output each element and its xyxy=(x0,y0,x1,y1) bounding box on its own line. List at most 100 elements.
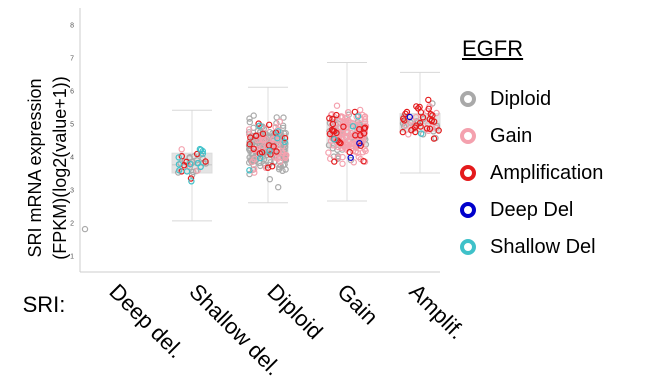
data-point xyxy=(250,161,257,169)
data-point xyxy=(349,123,357,130)
data-point xyxy=(344,132,351,140)
data-point xyxy=(202,158,209,165)
x-tick-label: Gain xyxy=(332,279,383,330)
data-point xyxy=(336,138,343,146)
y-tick-label: 4 xyxy=(70,155,74,162)
data-point xyxy=(339,160,346,167)
data-point xyxy=(327,155,334,162)
data-point xyxy=(274,134,281,142)
data-point xyxy=(345,108,352,116)
data-point xyxy=(340,123,347,130)
legend-label: Deep Del xyxy=(490,198,574,221)
data-point xyxy=(276,118,283,125)
y-tick-label: 8 xyxy=(70,23,74,30)
data-point xyxy=(356,139,363,147)
y-axis-label-line2: (FPKM)(log2(value+1)) xyxy=(50,76,70,260)
data-point xyxy=(279,122,287,129)
x-tick-labels: Deep del.Shallow del.Diploid Gain Amplif. xyxy=(104,279,469,381)
data-point xyxy=(252,132,260,139)
data-point xyxy=(275,183,282,191)
legend-label: Shallow Del xyxy=(490,235,596,258)
data-point xyxy=(197,163,204,170)
data-point xyxy=(350,159,357,166)
data-point xyxy=(423,125,431,132)
data-point xyxy=(360,157,367,165)
legend-item: Gain xyxy=(460,121,532,151)
y-axis-label-line1: SRI mRNA expression xyxy=(25,78,45,257)
data-point xyxy=(280,114,287,121)
data-point xyxy=(193,156,200,164)
data-point xyxy=(175,167,183,174)
data-point xyxy=(361,115,369,123)
data-point xyxy=(256,122,263,129)
legend-item: Deep Del xyxy=(460,195,573,225)
points-layer xyxy=(81,96,442,233)
data-point xyxy=(81,225,89,233)
data-point xyxy=(256,136,263,143)
legend-item: Shallow Del xyxy=(460,232,596,262)
data-point xyxy=(178,146,185,153)
data-point xyxy=(188,171,196,179)
y-tick-label: 7 xyxy=(70,56,74,63)
y-tick-label: 2 xyxy=(70,221,74,228)
data-point xyxy=(349,147,356,155)
data-point xyxy=(412,113,420,121)
data-point xyxy=(187,175,195,182)
data-point xyxy=(425,96,432,104)
data-point xyxy=(331,158,338,165)
data-point xyxy=(329,120,337,128)
data-point xyxy=(425,105,432,113)
legend-label: Gain xyxy=(490,124,533,147)
data-point xyxy=(347,154,354,161)
legend-swatch xyxy=(460,165,476,181)
data-point xyxy=(259,130,267,137)
data-point xyxy=(260,156,268,163)
data-point xyxy=(331,136,338,143)
data-point xyxy=(435,127,442,134)
data-point xyxy=(273,114,280,121)
data-point xyxy=(277,162,284,169)
data-point xyxy=(250,112,257,119)
data-point xyxy=(257,154,264,162)
data-point xyxy=(262,125,270,132)
data-point xyxy=(178,152,185,160)
data-point xyxy=(333,102,341,109)
data-point xyxy=(412,128,419,136)
data-point xyxy=(416,103,423,111)
data-point xyxy=(247,134,254,141)
data-point xyxy=(408,117,415,124)
data-point xyxy=(246,115,253,122)
data-point xyxy=(399,128,406,136)
data-point xyxy=(356,125,363,133)
data-point xyxy=(402,110,409,118)
data-point xyxy=(361,124,369,131)
legend-label: Diploid xyxy=(490,87,552,110)
data-point xyxy=(405,131,412,138)
data-point xyxy=(417,123,424,130)
data-point xyxy=(281,138,288,146)
data-point xyxy=(329,142,337,149)
legend-swatch xyxy=(460,202,476,218)
data-point xyxy=(175,154,182,161)
data-point xyxy=(413,103,420,110)
data-point xyxy=(282,153,289,160)
y-tick-label: 6 xyxy=(70,89,74,96)
data-point xyxy=(326,115,333,122)
data-point xyxy=(275,128,282,135)
data-point xyxy=(354,113,362,120)
data-point xyxy=(343,124,350,131)
data-point xyxy=(251,155,258,163)
data-point xyxy=(194,167,201,174)
data-point xyxy=(406,113,413,121)
data-point xyxy=(186,160,194,168)
data-point xyxy=(246,140,253,148)
data-point xyxy=(334,137,341,144)
x-tick-label: Amplif. xyxy=(404,279,469,344)
data-point xyxy=(197,146,205,153)
y-tick-label: 3 xyxy=(70,188,74,195)
data-point xyxy=(281,134,289,142)
data-point xyxy=(416,119,424,127)
data-point xyxy=(188,178,195,185)
data-point xyxy=(357,106,364,114)
